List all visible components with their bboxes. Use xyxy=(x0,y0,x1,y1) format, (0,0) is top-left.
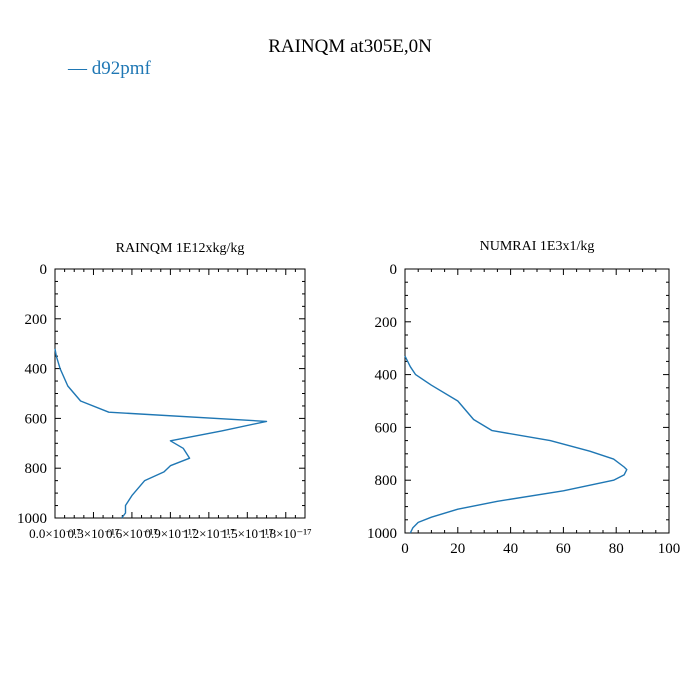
y-tick-label: 0 xyxy=(40,262,48,278)
x-tick-label: 1.8×10⁻¹⁷ xyxy=(260,526,312,541)
x-tick-label: 100 xyxy=(658,541,681,557)
x-tick-label: 80 xyxy=(609,541,624,557)
y-tick-label: 800 xyxy=(25,461,48,477)
series-line-d92pmf xyxy=(54,348,268,519)
series-line-d92pmf xyxy=(404,355,628,534)
y-tick-label: 1000 xyxy=(17,511,47,527)
y-tick-label: 0 xyxy=(390,262,398,278)
plot-frame xyxy=(54,268,306,519)
x-tick-label: 0 xyxy=(401,541,409,557)
y-tick-label: 400 xyxy=(25,362,48,378)
chart-panel-1: RAINQM 1E12xkg/kg 0 200 400 600 800 10000.0×10… xyxy=(17,241,312,541)
x-tick-label: 0.0×10⁻¹⁷ xyxy=(29,526,81,541)
y-tick-label: 800 xyxy=(375,473,398,489)
x-tick-label: 0.6×10⁻¹⁷ xyxy=(106,526,158,541)
y-tick-label: 600 xyxy=(375,420,398,436)
y-tick-label: 200 xyxy=(25,312,48,328)
y-tick-label: 600 xyxy=(25,411,48,427)
figure-title: RAINQM at305E,0N xyxy=(268,36,432,57)
panel-title: RAINQM 1E12xkg/kg xyxy=(116,241,245,256)
x-tick-label: 60 xyxy=(556,541,571,557)
x-tick-label: 40 xyxy=(503,541,518,557)
x-tick-label: 1.5×10⁻¹⁷ xyxy=(221,526,273,541)
legend-label: d92pmf xyxy=(91,58,151,79)
x-tick-label: 20 xyxy=(450,541,465,557)
y-tick-label: 400 xyxy=(375,368,398,384)
y-tick-label: 1000 xyxy=(367,526,397,542)
legend-line-swatch: — xyxy=(68,58,87,79)
legend: — d92pmf xyxy=(68,58,151,80)
x-tick-label: 0.9×10⁻¹⁷ xyxy=(144,526,196,541)
x-tick-label: 1.2×10⁻¹⁷ xyxy=(183,526,235,541)
plot-frame xyxy=(404,268,670,534)
y-tick-label: 200 xyxy=(375,315,398,331)
x-tick-label: 0.3×10⁻¹⁷ xyxy=(68,526,120,541)
panel-title: NUMRAI 1E3x1/kg xyxy=(480,239,595,254)
